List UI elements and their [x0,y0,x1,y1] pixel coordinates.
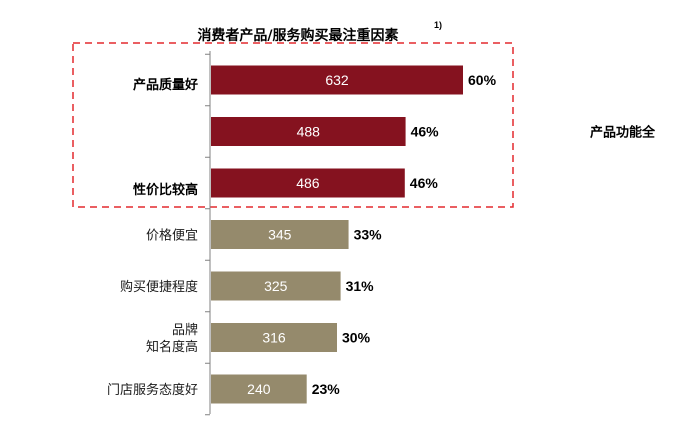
bar-percent-label: 60% [468,72,497,88]
category-label: 价格便宜 [146,228,198,244]
bar-value-label: 632 [325,72,349,88]
bar-value-label: 316 [262,330,286,346]
bar-value-label: 345 [268,227,292,243]
bar [211,117,406,146]
bar [211,323,337,352]
bar [211,168,405,198]
bar-percent-label: 33% [354,227,383,243]
bar-percent-label: 46% [411,124,440,140]
category-label: 购买便捷程度 [120,279,198,295]
bar-value-label: 240 [247,381,271,397]
bar [211,374,307,404]
bar-percent-label: 30% [342,330,371,346]
category-label: 知名度高 [146,339,198,355]
bar [211,65,463,95]
category-label: 产品功能全 [590,125,656,141]
chart-title: 消费者产品/服务购买最注重因素 [197,27,398,44]
category-label: 品牌 [172,322,198,338]
bar-value-label: 325 [264,278,288,294]
bar [211,220,349,249]
bar [211,271,341,301]
bar-percent-label: 46% [410,175,439,191]
highlight-box [72,42,514,208]
bar-percent-label: 31% [346,278,375,294]
category-label: 门店服务态度好 [107,382,198,398]
bar-value-label: 486 [296,175,320,191]
bars: 632 60% 488 46% 486 46% 345 33% 325 31% 316 30% 240 2… [211,65,497,404]
axis-ticks [205,53,210,416]
category-label: 产品质量好 [133,77,198,93]
title-footnote: 1) [434,20,442,30]
category-label: 性价比较高 [133,182,198,198]
bar-percent-label: 23% [312,381,341,397]
bar-value-label: 488 [297,124,321,140]
